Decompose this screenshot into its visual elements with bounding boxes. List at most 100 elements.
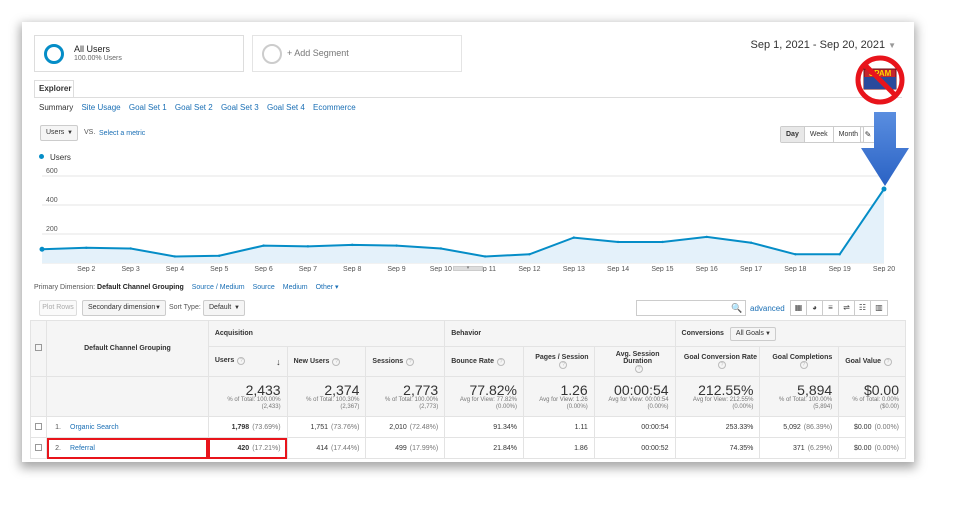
total-value: 2,374	[324, 382, 360, 398]
y-tick-label: 200	[46, 226, 58, 233]
row-channel-link[interactable]: Referral	[70, 444, 95, 452]
pivot-view-icon[interactable]: ▥	[875, 303, 883, 312]
col-goal-value[interactable]: Goal Value?	[838, 346, 906, 377]
subtab-goal-set-1[interactable]: Goal Set 1	[128, 103, 167, 112]
tab-divider	[34, 97, 902, 98]
spam-badge-icon: SPAM	[855, 55, 905, 105]
select-all-checkbox[interactable]	[35, 344, 42, 351]
cell-value: 414	[316, 444, 328, 452]
dimension-header[interactable]: Default Channel Grouping	[46, 320, 209, 377]
acquisition-group-header: Acquisition	[207, 320, 446, 347]
dimension-other[interactable]: Other ▾	[315, 284, 339, 291]
help-icon[interactable]: ?	[559, 361, 568, 369]
dimension-medium[interactable]: Medium	[282, 284, 308, 291]
comparison-view-icon[interactable]: ⇌	[839, 301, 855, 315]
period-day-button[interactable]: Day	[781, 127, 805, 142]
cell-bounce: 21.84%	[444, 437, 524, 459]
help-icon[interactable]: ?	[497, 357, 505, 366]
help-icon[interactable]: ?	[717, 361, 726, 369]
col-sessions[interactable]: Sessions?	[365, 346, 446, 377]
row-channel-link[interactable]: Organic Search	[70, 423, 119, 431]
table-column-header-row: Users? ↓ New Users? Sessions? Bounce Rate…	[31, 346, 906, 377]
sort-type-select[interactable]: Default ▼	[203, 300, 245, 316]
chart-collapse-handle[interactable]: ▾	[453, 266, 483, 271]
total-sub: (0.00%)	[732, 404, 754, 410]
col-avg-duration[interactable]: Avg. Session Duration?	[593, 346, 676, 377]
percentage-view-icon[interactable]: ◕	[807, 301, 823, 315]
subtab-goal-set-2[interactable]: Goal Set 2	[174, 103, 213, 112]
arrow-down-icon	[861, 112, 909, 186]
date-range-picker[interactable]: Sep 1, 2021 - Sep 20, 2021 ▼	[751, 39, 896, 51]
help-icon[interactable]: ?	[799, 361, 808, 369]
subtab-goal-set-4[interactable]: Goal Set 4	[266, 103, 305, 112]
col-bounce-rate-label: Bounce Rate	[451, 357, 494, 365]
dimension-source[interactable]: Source	[252, 284, 275, 291]
cell-duration: 00:00:54	[593, 416, 676, 438]
help-icon[interactable]: ?	[884, 357, 892, 366]
help-icon[interactable]: ?	[237, 356, 246, 365]
col-users[interactable]: Users? ↓	[207, 346, 288, 377]
period-week-button[interactable]: Week	[805, 127, 834, 142]
totals-label-cell	[46, 376, 209, 417]
totals-blank-cell	[29, 376, 48, 417]
segment-all-users[interactable]: All Users 100.00% Users	[34, 35, 244, 72]
row-checkbox[interactable]	[35, 422, 42, 430]
total-sub: Avg for View: 77.82%	[459, 397, 517, 403]
secondary-dimension-select[interactable]: Secondary dimension ▼	[82, 300, 166, 316]
col-goal-completions-label: Goal Completions	[772, 354, 833, 361]
data-point	[173, 255, 177, 258]
term-cloud-icon[interactable]: ☷	[855, 301, 871, 315]
cell-users: 1,798 (73.69%)	[207, 416, 288, 438]
row-checkbox[interactable]	[35, 443, 42, 451]
total-value: 212.55%	[698, 382, 754, 398]
x-tick-label: Sep 2	[77, 266, 95, 272]
total-goal-completions: 5,894% of Total: 100.00% (5,894)	[759, 376, 840, 417]
col-new-users[interactable]: New Users?	[286, 346, 367, 377]
subtab-goal-set-3[interactable]: Goal Set 3	[220, 103, 259, 112]
channel-grouping-table: Default Channel Grouping Acquisition Beh…	[29, 320, 907, 459]
total-value: 77.82%	[469, 382, 517, 398]
x-tick-label: Sep 5	[210, 266, 228, 272]
help-icon[interactable]: ?	[635, 364, 644, 373]
col-goal-completions[interactable]: Goal Completions?	[759, 346, 840, 377]
cell-completions: 5,092 (86.39%)	[759, 416, 840, 438]
dropdown-caret-icon: ▼	[155, 305, 161, 311]
total-goal-conv-rate: 212.55% Avg for View: 212.55% (0.00%)	[674, 376, 761, 417]
users-line-chart: 200 400 600 Sep 2 Sep 3 Sep 4 Sep 5 Sep 6 Sep 7 S…	[39, 168, 895, 272]
totals-row: 2,433% of Total: 100.00% (2,433) 2,374% o…	[29, 376, 906, 417]
add-segment-button[interactable]: + Add Segment	[252, 35, 462, 72]
col-pages-session[interactable]: Pages / Session?	[523, 346, 595, 377]
x-tick-label: Sep 11	[474, 266, 496, 272]
x-tick-label: Sep 14	[607, 266, 629, 272]
goals-select[interactable]: All Goals ▼	[729, 326, 776, 341]
performance-view-icon[interactable]: ≡	[823, 301, 839, 315]
select-all-cell	[29, 320, 48, 377]
subtab-ecommerce[interactable]: Ecommerce	[313, 103, 356, 112]
metric-select[interactable]: Users ▼	[40, 125, 78, 141]
x-tick-label: Sep 13	[563, 266, 585, 272]
search-icon[interactable]: 🔍	[731, 303, 743, 313]
report-subtabs: Summary Site Usage Goal Set 1 Goal Set 2…	[39, 103, 362, 112]
period-month-button[interactable]: Month	[838, 131, 859, 138]
total-sub: (5,894)	[813, 404, 833, 410]
help-icon[interactable]: ?	[332, 357, 341, 366]
total-value: 2,773	[403, 382, 439, 398]
dropdown-caret-icon: ▼	[234, 305, 240, 311]
subtab-summary[interactable]: Summary	[39, 103, 74, 112]
x-tick-label: Sep 16	[696, 266, 718, 272]
plot-rows-button[interactable]: Plot Rows	[39, 300, 77, 316]
help-icon[interactable]: ?	[406, 357, 415, 366]
data-view-icon[interactable]: ▦	[791, 301, 807, 315]
total-users: 2,433% of Total: 100.00% (2,433)	[207, 376, 288, 417]
tab-explorer[interactable]: Explorer	[34, 80, 74, 97]
col-bounce-rate[interactable]: Bounce Rate?	[444, 346, 524, 377]
table-search-input[interactable]: 🔍	[636, 300, 746, 316]
select-metric-link[interactable]: Select a metric	[99, 130, 146, 137]
col-goal-conv-rate[interactable]: Goal Conversion Rate?	[674, 346, 761, 377]
cell-pct: (17.44%)	[331, 444, 360, 452]
advanced-filter-link[interactable]: advanced	[750, 304, 785, 313]
total-sub: Avg for View: 00:00:54	[608, 397, 669, 403]
cell-value: $0.00	[853, 423, 872, 431]
dimension-source-medium[interactable]: Source / Medium	[191, 284, 245, 291]
subtab-site-usage[interactable]: Site Usage	[81, 103, 121, 112]
